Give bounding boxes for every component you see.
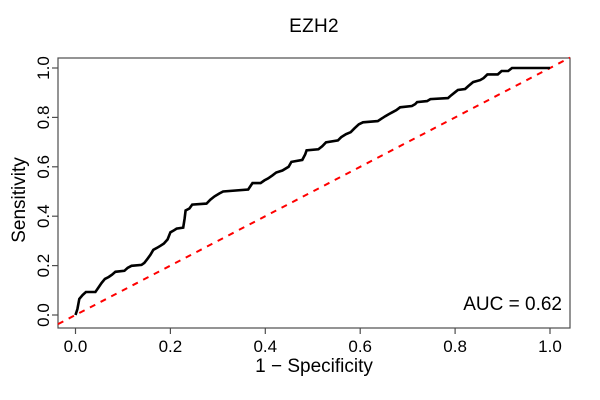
x-tick-label: 0.2 [159,337,183,356]
x-tick-label: 1.0 [538,337,562,356]
y-tick-label: 0.0 [34,303,53,327]
x-axis-label: 1 − Specificity [255,356,373,377]
y-axis-label: Sensitivity [9,157,30,243]
roc-curve-line [74,66,550,316]
x-tick-label: 0.4 [253,337,277,356]
x-tick-label: 0.0 [64,337,88,356]
x-tick-label: 0.8 [443,337,467,356]
auc-annotation: AUC = 0.62 [463,294,562,315]
y-tick-label: 0.8 [34,106,53,130]
chart-title: EZH2 [289,16,339,37]
y-tick-label: 0.6 [34,155,53,179]
x-tick-label: 0.6 [348,337,372,356]
y-tick-label: 0.2 [34,254,53,278]
y-tick-label: 0.4 [34,204,53,228]
y-tick-label: 1.0 [34,56,53,80]
chance-diagonal-line [57,56,571,325]
plot-border [57,57,571,329]
